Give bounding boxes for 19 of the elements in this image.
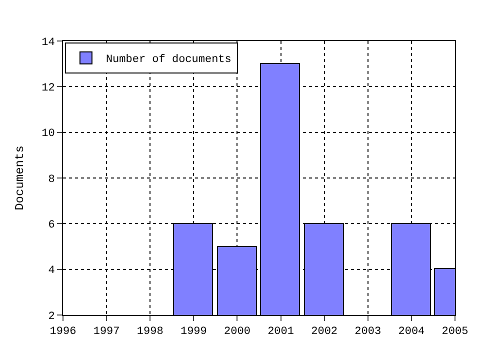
y-tick-label: 2 bbox=[48, 310, 55, 323]
y-tick-label: 8 bbox=[48, 174, 55, 186]
x-tick-label: 1996 bbox=[50, 326, 76, 338]
y-tick-label: 6 bbox=[48, 220, 55, 232]
y-tick-label: 4 bbox=[48, 265, 56, 278]
x-tick-label: 2000 bbox=[224, 326, 250, 338]
x-tick-label: 2003 bbox=[354, 326, 382, 338]
y-axis-title: Documents bbox=[12, 146, 27, 210]
x-tick-label: 2002 bbox=[311, 326, 338, 338]
x-tick-label: 1997 bbox=[93, 326, 120, 338]
x-tick-label: 2004 bbox=[398, 326, 426, 338]
x-tick-label: 2001 bbox=[268, 326, 294, 338]
x-tick-label: 2005 bbox=[442, 326, 468, 338]
y-tick-label: 14 bbox=[42, 36, 56, 49]
legend-label: Number of documents bbox=[106, 54, 232, 66]
x-tick-label: 1998 bbox=[136, 326, 164, 338]
y-tick-label: 10 bbox=[42, 128, 55, 140]
y-tick-label: 12 bbox=[42, 82, 55, 95]
x-tick-label: 1999 bbox=[180, 326, 207, 338]
